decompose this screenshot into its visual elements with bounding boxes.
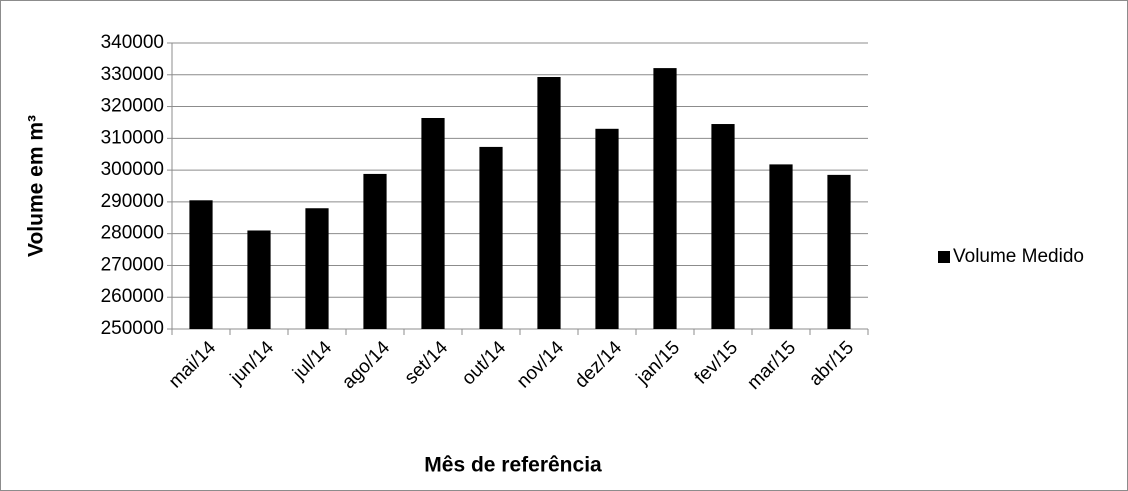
legend-label: Volume Medido bbox=[953, 246, 1084, 267]
bar bbox=[769, 164, 793, 329]
bar bbox=[711, 124, 735, 330]
legend-swatch bbox=[938, 251, 950, 263]
y-tick-label: 330000 bbox=[101, 64, 164, 85]
y-tick-label: 270000 bbox=[101, 254, 164, 275]
bar bbox=[421, 117, 445, 330]
bar bbox=[827, 174, 851, 329]
bar bbox=[247, 230, 271, 329]
bar bbox=[189, 200, 213, 329]
x-axis-title: Mês de referência bbox=[424, 454, 602, 477]
y-tick-label: 260000 bbox=[101, 286, 164, 307]
bar bbox=[305, 208, 329, 329]
y-tick-label: 250000 bbox=[101, 318, 164, 339]
bar bbox=[363, 173, 387, 329]
bar bbox=[479, 146, 503, 329]
y-tick-label: 290000 bbox=[101, 191, 164, 212]
bar bbox=[653, 68, 677, 330]
y-tick-label: 320000 bbox=[101, 96, 164, 117]
bar bbox=[537, 77, 561, 329]
y-tick-label: 300000 bbox=[101, 159, 164, 180]
y-tick-label: 310000 bbox=[101, 127, 164, 148]
bar bbox=[595, 128, 619, 329]
y-tick-label: 340000 bbox=[101, 32, 164, 53]
y-tick-label: 280000 bbox=[101, 223, 164, 244]
y-axis-title: Volume em m³ bbox=[25, 115, 48, 257]
